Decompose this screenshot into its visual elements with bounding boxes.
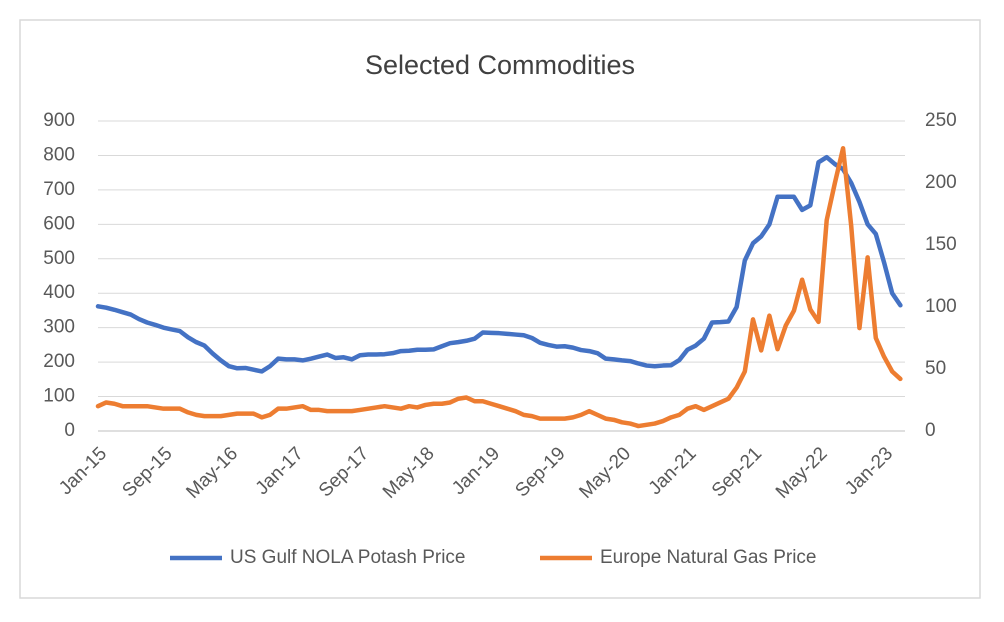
y2-tick-label: 0 <box>925 420 936 441</box>
y-tick-label: 100 <box>43 386 75 407</box>
legend-label: US Gulf NOLA Potash Price <box>230 547 466 568</box>
y2-tick-label: 50 <box>925 358 946 379</box>
legend-label: Europe Natural Gas Price <box>600 547 817 568</box>
y-tick-label: 700 <box>43 179 75 200</box>
y-tick-label: 0 <box>64 420 75 441</box>
y-tick-label: 600 <box>43 213 75 234</box>
series-line <box>95 146 903 429</box>
y-tick-label: 800 <box>43 144 75 165</box>
y-tick-label: 900 <box>43 110 75 131</box>
y2-tick-label: 100 <box>925 296 957 317</box>
y2-tick-label: 250 <box>925 110 957 131</box>
y2-tick-label: 200 <box>925 172 957 193</box>
y2-tick-label: 150 <box>925 234 957 255</box>
y-tick-label: 300 <box>43 317 75 338</box>
series-line <box>95 154 903 374</box>
y-tick-label: 500 <box>43 248 75 269</box>
chart-title: Selected Commodities <box>365 50 635 80</box>
chart-frame <box>19 19 981 599</box>
y-tick-label: 400 <box>43 282 75 303</box>
y-tick-label: 200 <box>43 351 75 372</box>
